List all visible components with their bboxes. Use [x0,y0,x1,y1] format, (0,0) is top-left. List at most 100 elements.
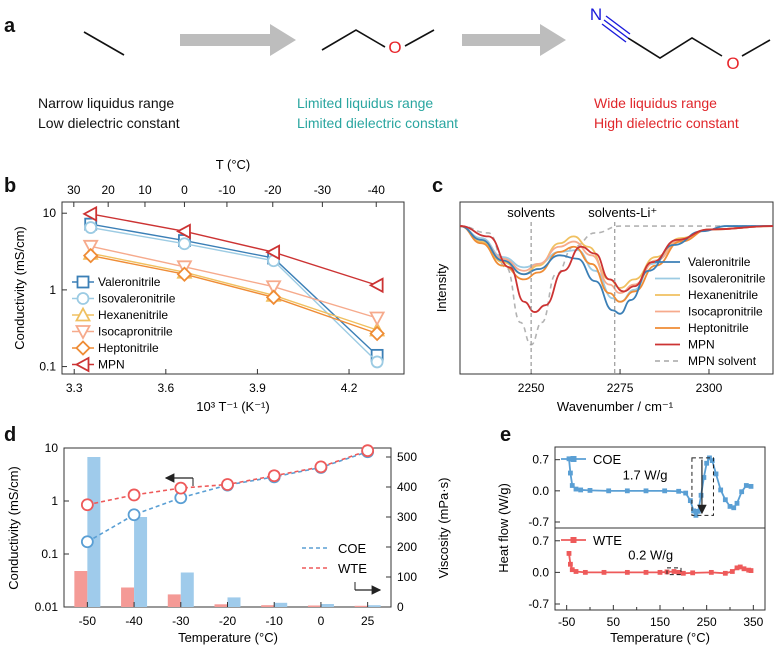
panel-e-annotation-coe: 1.7 W/g [623,468,668,483]
panel-e-dsc-point [680,570,686,576]
panel-d-y2tick-label: 200 [397,540,417,554]
panel-d-viscosity-bar [307,605,321,607]
panel-a: O N O Narrow liquidus range Low dielectr… [38,5,771,131]
panel-b-series-line [90,252,378,331]
desc-mid-line1: Limited liquidus range [297,95,433,111]
panel-d-xtick-label: 0 [318,614,325,628]
panel-d-conductivity-point [80,535,94,549]
panel-b-legend-label: Isovaleronitrile [98,292,176,306]
panel-e-dsc-point [729,569,735,574]
panel-d-y2tick-label: 100 [397,570,417,584]
panel-e-dsc-point [676,569,682,575]
panel-d-conductivity-point [127,488,141,502]
panel-b-legend-marker [75,340,91,356]
desc-right-line2: High dielectric constant [594,115,739,131]
panel-d-y2label: Viscosity (mPa·s) [436,478,451,579]
panel-e-dsc-point [708,569,714,575]
panel-c-legend-label: Valeronitrile [688,255,751,269]
panel-d-y2tick-label: 500 [397,450,417,464]
panel-c-xtick-label: 2250 [518,381,545,395]
panel-e-annotation-wte: 0.2 W/g [628,548,673,563]
panel-c-series-curve [459,225,774,295]
panel-e-dsc-point [657,569,663,575]
panel-e-dsc-point [718,487,724,493]
panel-e-dsc-point [671,569,677,574]
panel-e-dsc-point [701,475,707,480]
panel-e-legend-marker [570,456,577,462]
panel-e-ylabel: Heat flow (W/g) [496,483,511,573]
panel-d-viscosity-bar [87,457,101,607]
panel-e-dsc-point [578,487,584,493]
panel-e-ytick-label: -0.7 [528,597,549,611]
panel-d-xtick-label: -30 [172,614,190,628]
panel-b-top-tick-label: -30 [314,183,332,197]
panel-b-data-point [369,325,385,342]
panel-b-legend-label: Valeronitrile [98,275,161,289]
panel-e-ytick-label: -0.7 [528,515,549,529]
panel-e-dsc-point [601,569,607,575]
panel-d-ytick-label: 1 [51,494,58,508]
desc-right-line1: Wide liquidus range [594,95,717,111]
panel-d-legend-label: COE [338,541,367,556]
panel-e-small-peak-box [666,567,682,576]
panel-e-dsc-point [662,488,668,494]
panel-d-ytick-label: 0.1 [41,547,58,561]
panel-b-legend-marker [74,325,92,340]
panel-b-top-tick-label: 10 [138,183,152,197]
panel-c-legend-label: Heptonitrile [688,321,749,335]
panel-d-y2tick-label: 400 [397,480,417,494]
panel-e-dsc-point [727,504,733,509]
panel-e-xtick-label: 50 [607,615,621,629]
transition-arrow-1 [180,24,296,56]
panel-b-xtick-label: 3.6 [157,381,174,395]
panel-e-ytick-label: 0.7 [532,534,549,548]
panel-b-xtick-label: 3.9 [249,381,266,395]
panel-c-xlabel: Wavenumber / cm⁻¹ [557,399,674,414]
panel-label-c: c [432,175,443,197]
panel-b-series-line [90,245,378,319]
panel-e-ytick-label: 0.7 [532,453,549,467]
panel-b-legend-label: Hexanenitrile [98,308,168,322]
panel-e-dsc-point [695,508,701,514]
panel-d-right-axis-arrow [354,582,382,595]
panel-b-series-line [90,226,378,363]
panel-d-viscosity-bar [354,605,368,607]
panel-b-data-point [176,266,193,283]
panel-c-legend-label: Hexanenitrile [688,288,758,302]
panel-b-top-tick-label: -10 [218,183,236,197]
panel-e-dsc-point [683,490,689,496]
panel-d-conductivity-point [80,498,94,512]
panel-b-data-point [265,280,282,296]
panel-e-dsc-point [643,569,649,575]
panel-b-legend-marker [74,356,90,373]
molecule-ethane [83,31,125,56]
oxygen-atom-2: O [726,54,739,73]
panel-c-annotation-solvents-li: solvents-Li⁺ [588,205,657,220]
panel-b-ylabel: Conductivity (mS/cm) [12,226,27,350]
panel-b-series-line [90,223,378,356]
panel-c-legend-label: MPN solvent [688,354,757,368]
panel-e-legend-marker [570,537,577,543]
panel-b-top-xlabel: T (°C) [216,157,251,172]
panel-e-legend-label: WTE [593,533,622,548]
panel-e-dsc-point [704,460,710,466]
oxygen-atom-1: O [388,38,401,57]
panel-d-xtick-label: -20 [219,614,237,628]
panel-b-legend-label: MPN [98,358,125,372]
panel-e-dsc-point [676,488,682,494]
panel-b-xlabel: 10³ T⁻¹ (K⁻¹) [196,399,269,414]
panel-d-conductivity-point [361,444,375,458]
panel-c-ylabel: Intensity [434,263,449,312]
panel-d-xlabel: Temperature (°C) [178,630,278,645]
panel-e-xlabel: Temperature (°C) [610,630,710,645]
panel-b-data-point [265,244,281,261]
panel-e-dsc-point [709,458,715,463]
panel-b-data-point [368,277,384,294]
panel-label-a: a [4,15,16,37]
panel-e-dsc-point [743,483,749,488]
panel-e-dsc-point [698,492,704,498]
panel-e-dsc-point [739,489,745,495]
panel-b-series-line [90,254,378,335]
panel-e-dsc-point [737,564,743,570]
desc-left-line2: Low dielectric constant [38,115,180,131]
